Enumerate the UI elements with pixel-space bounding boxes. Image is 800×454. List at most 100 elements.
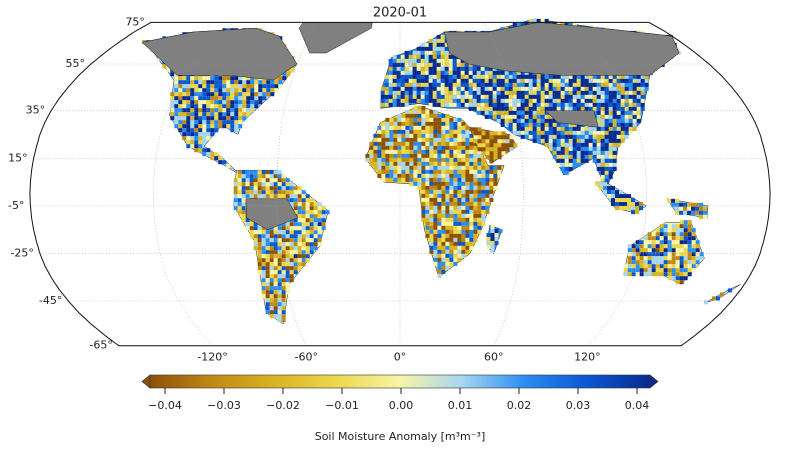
land-pixel	[437, 209, 442, 214]
land-pixel	[452, 82, 457, 87]
land-pixel	[293, 194, 298, 199]
land-pixel	[687, 236, 692, 241]
land-pixel	[429, 233, 434, 238]
land-pixel	[465, 169, 470, 174]
land-pixel	[381, 141, 386, 146]
land-pixel	[524, 118, 529, 123]
land-pixel	[564, 106, 569, 111]
land-pixel	[616, 142, 621, 147]
land-pixel	[500, 74, 505, 79]
land-pixel	[683, 202, 688, 207]
land-pixel	[400, 70, 405, 75]
land-pixel	[253, 190, 258, 195]
land-pixel	[377, 145, 382, 150]
land-pixel	[476, 82, 481, 87]
land-pixel	[453, 173, 458, 178]
land-pixel	[632, 114, 637, 119]
land-pixel	[441, 241, 446, 246]
land-pixel	[643, 248, 648, 253]
land-pixel	[695, 202, 700, 207]
land-pixel	[490, 249, 495, 253]
land-pixel	[640, 106, 645, 111]
land-pixel	[679, 244, 684, 249]
land-pixel	[266, 92, 271, 97]
land-pixel	[497, 173, 502, 178]
land-pixel	[412, 82, 417, 87]
land-pixel	[580, 98, 585, 103]
land-pixel	[301, 262, 306, 267]
land-pixel	[317, 214, 322, 219]
land-pixel	[671, 256, 676, 261]
land-pixel	[381, 137, 386, 142]
land-pixel	[477, 201, 482, 206]
land-pixel	[293, 242, 298, 247]
land-pixel	[452, 58, 457, 63]
land-pixel	[281, 262, 286, 267]
land-pixel	[433, 129, 438, 134]
land-pixel	[397, 149, 402, 154]
land-pixel	[492, 78, 497, 83]
land-pixel	[198, 100, 203, 105]
land-pixel	[457, 169, 462, 174]
land-pixel	[258, 88, 263, 93]
land-pixel	[584, 142, 589, 147]
land-pixel	[441, 257, 446, 262]
land-pixel	[461, 225, 466, 230]
land-pixel	[556, 78, 561, 83]
land-pixel	[453, 145, 458, 150]
land-pixel	[468, 90, 473, 95]
land-pixel	[687, 244, 692, 249]
land-pixel	[608, 158, 613, 163]
land-pixel	[265, 298, 270, 303]
land-pixel	[580, 90, 585, 95]
land-pixel	[520, 70, 525, 75]
land-pixel	[440, 82, 445, 87]
land-pixel	[214, 120, 219, 125]
land-pixel	[250, 100, 255, 105]
land-pixel	[485, 173, 490, 178]
land-pixel	[198, 96, 203, 101]
land-pixel	[249, 182, 254, 187]
land-pixel	[313, 222, 318, 227]
land-pixel	[400, 62, 405, 67]
land-pixel	[552, 134, 557, 139]
land-pixel	[401, 145, 406, 150]
land-pixel	[548, 82, 553, 87]
land-pixel	[313, 218, 318, 223]
land-pixel	[194, 128, 199, 133]
land-pixel	[388, 58, 393, 63]
land-pixel	[524, 102, 529, 107]
land-pixel	[261, 266, 266, 271]
land-pixel	[449, 165, 454, 170]
land-pixel	[465, 193, 470, 198]
land-pixel	[404, 98, 409, 103]
land-pixel	[695, 244, 700, 249]
land-pixel	[596, 134, 601, 139]
land-pixel	[246, 80, 251, 85]
land-pixel	[433, 141, 438, 146]
land-pixel	[596, 114, 601, 119]
land-pixel	[480, 106, 485, 111]
land-pixel	[202, 116, 207, 121]
land-pixel	[226, 116, 231, 121]
land-pixel	[218, 92, 223, 97]
land-pixel	[317, 222, 322, 227]
land-pixel	[453, 157, 458, 162]
land-pixel	[257, 234, 262, 239]
land-pixel	[485, 177, 490, 182]
land-pixel	[424, 86, 429, 91]
land-pixel	[484, 102, 489, 107]
land-pixel	[238, 80, 243, 85]
land-pixel	[457, 137, 462, 142]
land-pixel	[496, 94, 501, 99]
land-pixel	[496, 98, 501, 103]
land-pixel	[441, 177, 446, 182]
land-pixel	[655, 236, 660, 241]
land-pixel	[481, 217, 486, 222]
land-pixel	[400, 74, 405, 79]
land-pixel	[433, 121, 438, 126]
land-pixel	[528, 86, 533, 91]
land-pixel	[261, 238, 266, 243]
land-pixel	[281, 242, 286, 247]
land-pixel	[486, 237, 491, 241]
